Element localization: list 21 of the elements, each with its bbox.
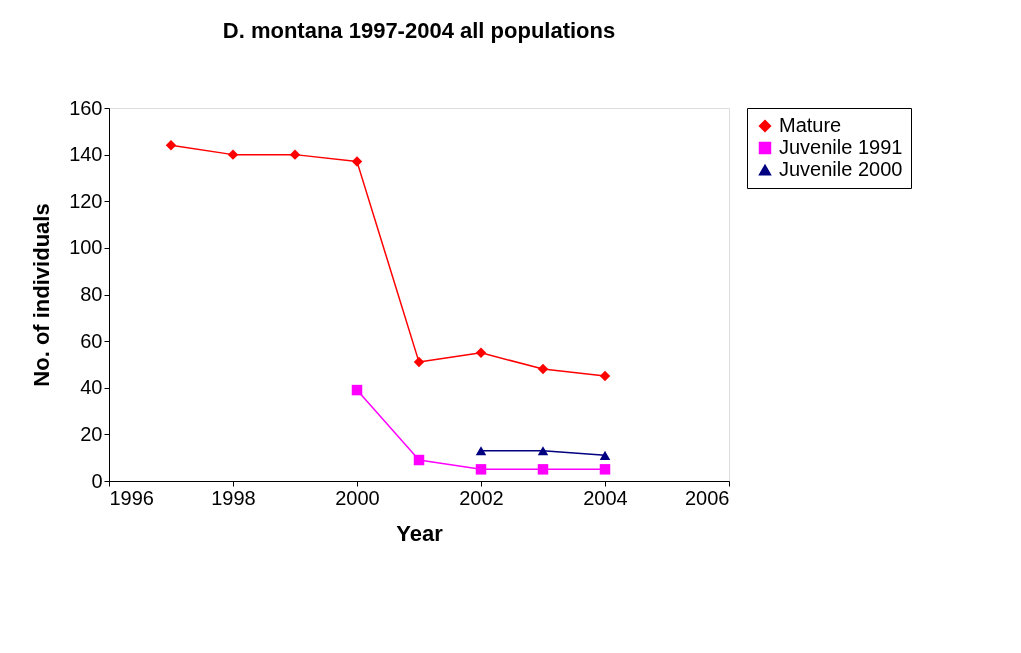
y-tick-label: 160 xyxy=(69,96,103,119)
x-tick-label: 2002 xyxy=(459,486,504,509)
y-tick-label: 140 xyxy=(69,143,103,166)
y-tick-label: 120 xyxy=(69,189,103,212)
x-tick-label: 2006 xyxy=(685,486,730,509)
chart-title: D. montana 1997-2004 all populations xyxy=(222,18,616,43)
x-tick-label: 2004 xyxy=(583,486,628,509)
y-tick-label: 0 xyxy=(91,469,103,492)
y-tick-label: 100 xyxy=(69,236,103,259)
legend-label: Juvenile 2000 xyxy=(779,158,903,180)
x-tick-label: 1998 xyxy=(211,486,256,509)
x-axis-title: Year xyxy=(396,520,444,546)
y-tick-label: 60 xyxy=(80,329,103,352)
y-tick-label: 20 xyxy=(80,422,103,445)
x-tick-label: 1996 xyxy=(109,486,154,509)
y-tick-label: 80 xyxy=(80,283,103,305)
legend-label: Juvenile 1991 xyxy=(779,136,903,158)
legend-label: Mature xyxy=(779,114,842,136)
y-tick-label: 40 xyxy=(80,376,103,399)
y-axis-title: No. of individuals xyxy=(29,203,55,387)
x-tick-label: 2000 xyxy=(335,486,380,509)
